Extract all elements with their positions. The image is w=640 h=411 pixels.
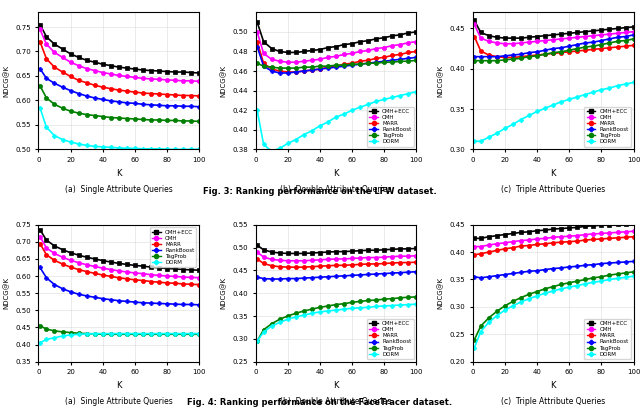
Text: Fig. 3: Ranking performance on the LFW dataset.: Fig. 3: Ranking performance on the LFW d…	[203, 187, 437, 196]
Y-axis label: NDCG@K: NDCG@K	[220, 277, 227, 309]
X-axis label: K: K	[333, 169, 339, 178]
Title: (a)  Single Attribute Queries: (a) Single Attribute Queries	[65, 185, 173, 194]
Title: (a)  Single Attribute Queries: (a) Single Attribute Queries	[65, 397, 173, 406]
Legend: CMH+ECC, CMH, MARR, RankBoost, TagProb, DORM: CMH+ECC, CMH, MARR, RankBoost, TagProb, …	[584, 106, 631, 147]
Text: Fig. 4: Ranking performance on the FaceTracer dataset.: Fig. 4: Ranking performance on the FaceT…	[188, 398, 452, 407]
Y-axis label: NDCG@K: NDCG@K	[437, 277, 444, 309]
X-axis label: K: K	[116, 169, 122, 178]
Y-axis label: NDCG@K: NDCG@K	[3, 277, 10, 309]
X-axis label: K: K	[550, 381, 556, 390]
Y-axis label: NDCG@K: NDCG@K	[437, 65, 444, 97]
Legend: CMH+ECC, CMH, MARR, RankBoost, TagProb, DORM: CMH+ECC, CMH, MARR, RankBoost, TagProb, …	[150, 227, 196, 268]
X-axis label: K: K	[116, 381, 122, 390]
Y-axis label: NDCG@K: NDCG@K	[3, 65, 10, 97]
Title: (c)  Triple Attribute Queries: (c) Triple Attribute Queries	[501, 185, 605, 194]
Legend: CMH+ECC, CMH, MARR, RankBoost, TagProb, DORM: CMH+ECC, CMH, MARR, RankBoost, TagProb, …	[367, 319, 413, 359]
Title: (b)  Double Attribute Queries: (b) Double Attribute Queries	[280, 185, 392, 194]
X-axis label: K: K	[333, 381, 339, 390]
Y-axis label: NDCG@K: NDCG@K	[220, 65, 227, 97]
Title: (b)  Double Attribute Queries: (b) Double Attribute Queries	[280, 397, 392, 406]
Legend: CMH+ECC, CMH, MARR, RankBoost, TagProb, DORM: CMH+ECC, CMH, MARR, RankBoost, TagProb, …	[367, 106, 413, 147]
X-axis label: K: K	[550, 169, 556, 178]
Legend: CMH+ECC, CMH, MARR, RankBoost, TagProb, DORM: CMH+ECC, CMH, MARR, RankBoost, TagProb, …	[584, 319, 631, 359]
Title: (c)  Triple Attribute Queries: (c) Triple Attribute Queries	[501, 397, 605, 406]
